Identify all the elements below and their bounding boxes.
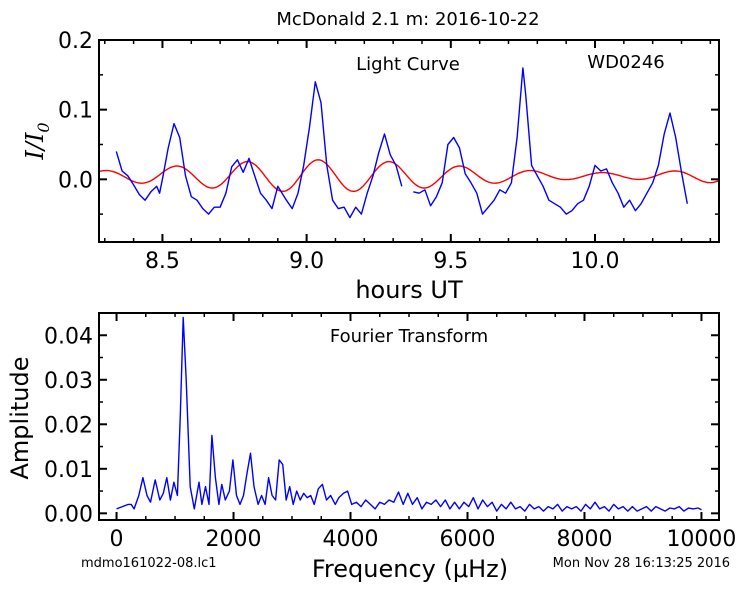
light-curve-title: Light Curve [356, 54, 460, 75]
fourier-frame [98, 312, 720, 521]
fourier-x-tick-label: 8000 [556, 527, 612, 552]
light-curve-y-tick-label: 0.0 [58, 168, 93, 193]
fourier-y-tick-label: 0.03 [44, 369, 93, 394]
light-curve-x-tick-label: 9.5 [433, 249, 468, 274]
fourier-y-tick-label: 0.00 [44, 502, 93, 527]
fourier-panel: 0 2000 4000 6000 8000 10000 0.00 0.01 0.02 0.03 0.… [6, 312, 736, 583]
fourier-ticks: 0 2000 4000 6000 8000 10000 0.00 0.01 0.02 0.03 0.… [44, 312, 736, 552]
light-curve-series-line-1 [413, 67, 688, 215]
light-curve-xlabel: hours UT [355, 276, 463, 304]
light-curve-y-tick-label: 0.1 [58, 99, 93, 124]
fourier-ylabel: Amplitude [6, 357, 34, 480]
source-filename: mdmo161022-08.lc1 [81, 556, 217, 571]
light-curve-x-tick-label: 10.0 [571, 249, 620, 274]
light-curve-ticks: 8.5 9.0 9.5 10.0 0.0 0.1 0.2 [58, 29, 719, 274]
model-fit-curve [98, 159, 720, 192]
fourier-x-tick-label: 10000 [666, 527, 736, 552]
figure-title: McDonald 2.1 m: 2016-10-22 [276, 9, 539, 30]
model-fit-line [98, 159, 720, 192]
light-curve-frame [98, 39, 720, 243]
fourier-x-tick-label: 4000 [323, 527, 379, 552]
fourier-x-tick-label: 6000 [439, 527, 495, 552]
light-curve-y-tick-label: 0.2 [58, 29, 93, 54]
fourier-y-tick-label: 0.04 [44, 324, 93, 349]
fourier-title: Fourier Transform [330, 326, 488, 347]
light-curve-ylabel: I/I0 [21, 122, 53, 160]
fourier-y-tick-label: 0.02 [44, 413, 93, 438]
fourier-series [116, 316, 702, 512]
light-curve-panel: 8.5 9.0 9.5 10.0 0.0 0.1 0.2 Light Curve WD024… [21, 29, 720, 304]
fourier-x-tick-label: 2000 [206, 527, 262, 552]
light-curve-x-tick-label: 8.5 [145, 249, 180, 274]
light-curve-series [115, 67, 688, 219]
fourier-x-tick-label: 0 [110, 527, 124, 552]
fourier-xlabel: Frequency (μHz) [312, 555, 508, 583]
light-curve-series-line-0 [115, 81, 403, 219]
fourier-y-tick-label: 0.01 [44, 458, 93, 483]
light-curve-x-tick-label: 9.0 [289, 249, 324, 274]
timestamp: Mon Nov 28 16:13:25 2016 [553, 556, 730, 571]
fourier-series-line-0 [116, 316, 702, 512]
star-name-label: WD0246 [587, 52, 664, 73]
